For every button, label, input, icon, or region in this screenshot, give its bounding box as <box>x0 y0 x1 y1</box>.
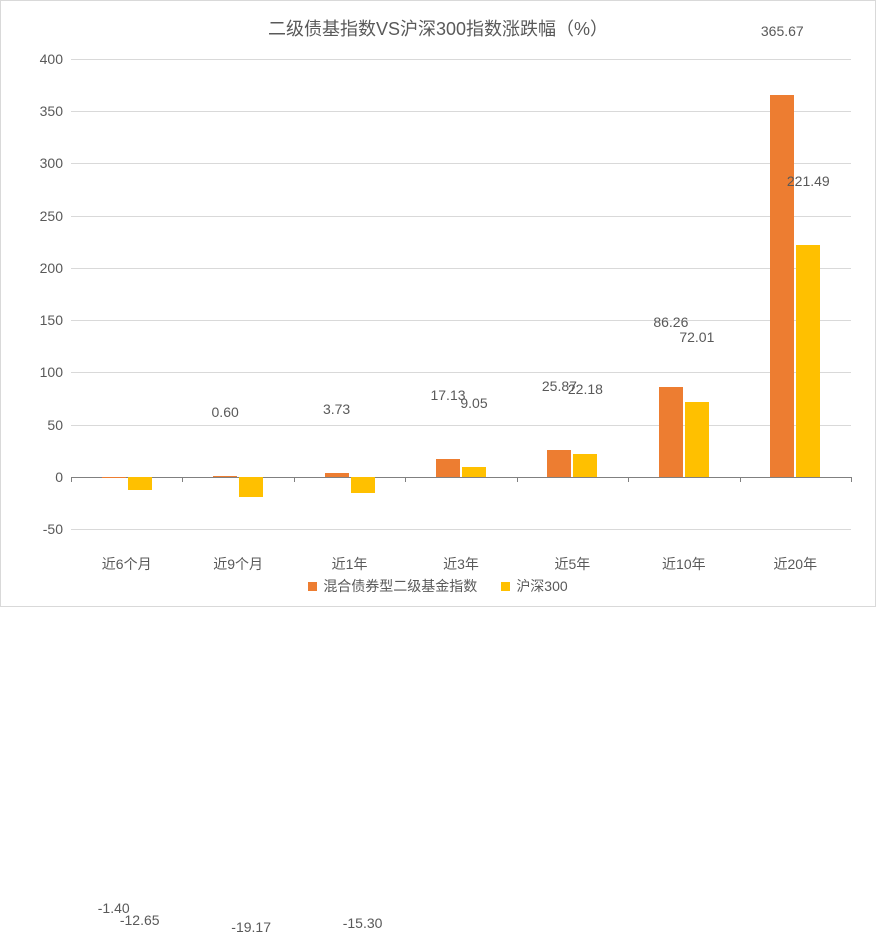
zero-line <box>71 477 851 478</box>
y-tick-label: 100 <box>40 364 63 380</box>
bar: -1.40 <box>102 477 126 478</box>
bar-value-label: -12.65 <box>120 912 160 928</box>
y-tick-label: 150 <box>40 312 63 328</box>
chart-title: 二级债基指数VS沪深300指数涨跌幅（%） <box>1 1 875 51</box>
bar: 22.18 <box>573 454 597 477</box>
chart-container: 二级债基指数VS沪深300指数涨跌幅（%） -50050100150200250… <box>0 0 876 607</box>
bar: 25.87 <box>547 450 571 477</box>
x-tick-label: 近5年 <box>555 554 591 574</box>
y-tick-label: 300 <box>40 155 63 171</box>
gridline <box>71 268 851 269</box>
y-tick-label: 0 <box>55 469 63 485</box>
bar: 0.60 <box>213 476 237 477</box>
x-tick-label: 近6个月 <box>102 554 152 574</box>
gridline <box>71 163 851 164</box>
x-tick-mark <box>294 477 295 482</box>
gridline <box>71 59 851 60</box>
bar: 221.49 <box>796 245 820 476</box>
bar-value-label: 365.67 <box>761 23 804 39</box>
bar: 3.73 <box>325 473 349 477</box>
gridline <box>71 529 851 530</box>
legend-item: 沪深300 <box>501 576 567 596</box>
gridline <box>71 372 851 373</box>
bar-value-label: -19.17 <box>231 919 271 935</box>
bar: 9.05 <box>462 467 486 476</box>
x-tick-mark <box>851 477 852 482</box>
bar: -12.65 <box>128 477 152 490</box>
x-tick-mark <box>517 477 518 482</box>
x-tick-label: 近10年 <box>662 554 706 574</box>
y-tick-label: 50 <box>47 417 63 433</box>
legend: 混合债券型二级基金指数 沪深300 <box>1 576 875 596</box>
bar-value-label: -15.30 <box>343 915 383 931</box>
bar: -15.30 <box>351 477 375 493</box>
x-tick-mark <box>628 477 629 482</box>
bar: 17.13 <box>436 459 460 477</box>
legend-item: 混合债券型二级基金指数 <box>308 576 477 596</box>
x-tick-label: 近20年 <box>773 554 817 574</box>
legend-swatch <box>308 582 317 591</box>
y-tick-label: 250 <box>40 208 63 224</box>
gridline <box>71 320 851 321</box>
legend-label: 沪深300 <box>516 576 567 596</box>
bar-value-label: 9.05 <box>460 395 487 411</box>
gridline <box>71 111 851 112</box>
bar-value-label: 0.60 <box>212 404 239 420</box>
legend-label: 混合债券型二级基金指数 <box>323 576 477 596</box>
bar-value-label: 22.18 <box>568 381 603 397</box>
y-tick-label: 350 <box>40 103 63 119</box>
bar: 72.01 <box>685 402 709 477</box>
x-tick-mark <box>71 477 72 482</box>
bar: 86.26 <box>659 387 683 477</box>
plot-area: -50050100150200250300350400-1.40-12.65近6… <box>71 59 851 529</box>
bar-value-label: 221.49 <box>787 173 830 189</box>
x-tick-label: 近9个月 <box>213 554 263 574</box>
y-tick-label: 200 <box>40 260 63 276</box>
x-tick-mark <box>182 477 183 482</box>
bar-value-label: 72.01 <box>679 329 714 345</box>
x-tick-label: 近3年 <box>443 554 479 574</box>
x-tick-label: 近1年 <box>332 554 368 574</box>
y-tick-label: 400 <box>40 51 63 67</box>
y-tick-label: -50 <box>43 521 63 537</box>
x-tick-mark <box>740 477 741 482</box>
gridline <box>71 216 851 217</box>
bar: 365.67 <box>770 95 794 477</box>
bar-value-label: 3.73 <box>323 401 350 417</box>
bar: -19.17 <box>239 477 263 497</box>
gridline <box>71 425 851 426</box>
legend-swatch <box>501 582 510 591</box>
bar-value-label: 86.26 <box>653 314 688 330</box>
x-tick-mark <box>405 477 406 482</box>
